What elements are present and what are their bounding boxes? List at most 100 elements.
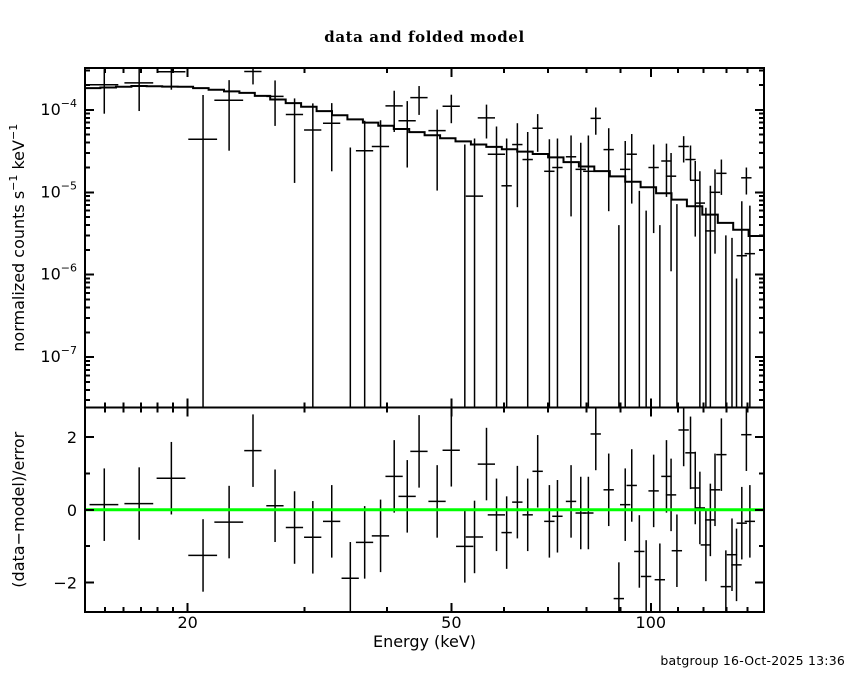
data-point <box>544 139 555 408</box>
residual-point <box>700 508 712 582</box>
data-point <box>410 86 428 115</box>
data-point <box>661 143 672 197</box>
residual-point <box>661 440 672 513</box>
data-point <box>694 171 706 408</box>
residual-point <box>565 465 577 538</box>
residual-point <box>716 418 727 491</box>
residual-point <box>648 454 659 528</box>
data-point <box>552 138 563 408</box>
y-axis-title-bottom: (data−model)/error <box>9 431 28 587</box>
data-point <box>744 205 756 408</box>
residual-point <box>512 465 523 539</box>
residual-point <box>744 485 756 558</box>
data-point <box>690 160 701 237</box>
data-point <box>648 144 659 234</box>
y-tick-label: 10−7 <box>40 344 77 366</box>
residual-point <box>322 485 341 558</box>
residual-point <box>244 414 262 487</box>
data-point <box>590 107 601 135</box>
residual-point <box>736 486 747 560</box>
residual-point <box>410 415 428 488</box>
data-point <box>575 142 586 408</box>
data-point <box>678 136 689 163</box>
data-point <box>487 126 506 408</box>
residual-point <box>89 468 119 541</box>
y-tick-label: 10−6 <box>40 262 77 284</box>
top-panel-data-points <box>89 68 756 408</box>
residual-point <box>640 540 652 612</box>
data-point <box>705 185 716 408</box>
residual-point <box>620 468 631 541</box>
data-point <box>428 109 446 191</box>
residual-point <box>428 465 446 538</box>
data-point <box>285 98 304 183</box>
data-point <box>620 140 631 408</box>
residual-point <box>477 427 496 501</box>
data-point <box>532 114 543 152</box>
data-point <box>709 169 721 254</box>
residual-point <box>690 451 701 525</box>
residual-point <box>613 562 625 612</box>
data-point <box>685 145 696 181</box>
residual-point <box>465 500 484 574</box>
data-point <box>626 134 637 204</box>
y-tick-label: 10−5 <box>40 179 77 201</box>
data-point <box>522 131 533 408</box>
residual-point <box>124 467 154 540</box>
data-point <box>266 80 284 126</box>
y-tick-label: 2 <box>67 428 77 447</box>
x-tick-label: 50 <box>441 613 461 632</box>
data-point <box>716 159 727 195</box>
residual-point <box>442 414 460 487</box>
residual-point <box>355 506 374 579</box>
residual-point <box>266 469 284 543</box>
data-point <box>124 68 154 112</box>
residual-point <box>709 453 721 527</box>
data-point <box>244 68 262 85</box>
data-point <box>565 135 577 217</box>
residual-point <box>487 478 506 552</box>
residual-point <box>634 515 645 588</box>
data-point <box>477 104 496 139</box>
residual-point <box>583 476 594 550</box>
x-tick-label: 100 <box>636 613 667 632</box>
x-tick-label: 20 <box>177 613 197 632</box>
data-point <box>355 120 374 408</box>
y-axis-title-top: normalized counts s−1 keV−1 <box>7 124 28 352</box>
residual-point <box>456 510 474 583</box>
data-point <box>583 135 594 408</box>
residual-point <box>685 416 696 490</box>
data-point <box>665 153 677 272</box>
residual-point <box>341 542 359 612</box>
residual-point <box>552 480 563 553</box>
residual-point <box>603 453 614 527</box>
data-point <box>371 120 390 408</box>
data-point <box>501 138 512 408</box>
page-title: data and folded model <box>324 28 525 46</box>
y-tick-label: −2 <box>53 573 77 592</box>
axes-frame <box>84 67 765 613</box>
timestamp: batgroup 16-Oct-2025 13:36 <box>660 653 845 668</box>
residual-point <box>731 528 742 602</box>
residual-point <box>501 496 512 569</box>
residual-point <box>385 440 403 513</box>
residual-point <box>654 543 665 612</box>
residual-point <box>156 441 186 515</box>
residual-point <box>398 460 416 533</box>
residual-points <box>89 407 756 612</box>
residual-point <box>694 471 706 545</box>
x-axis-title: Energy (keV) <box>373 632 476 651</box>
data-point <box>89 69 119 114</box>
residual-point <box>590 407 601 471</box>
residual-point <box>304 501 322 574</box>
y-tick-label: 0 <box>67 501 77 520</box>
data-point <box>465 138 484 408</box>
data-point <box>188 94 218 408</box>
residual-point <box>214 485 244 559</box>
residual-point <box>726 518 738 591</box>
data-point <box>304 103 322 408</box>
residual-point <box>285 491 304 564</box>
data-point <box>442 94 460 124</box>
